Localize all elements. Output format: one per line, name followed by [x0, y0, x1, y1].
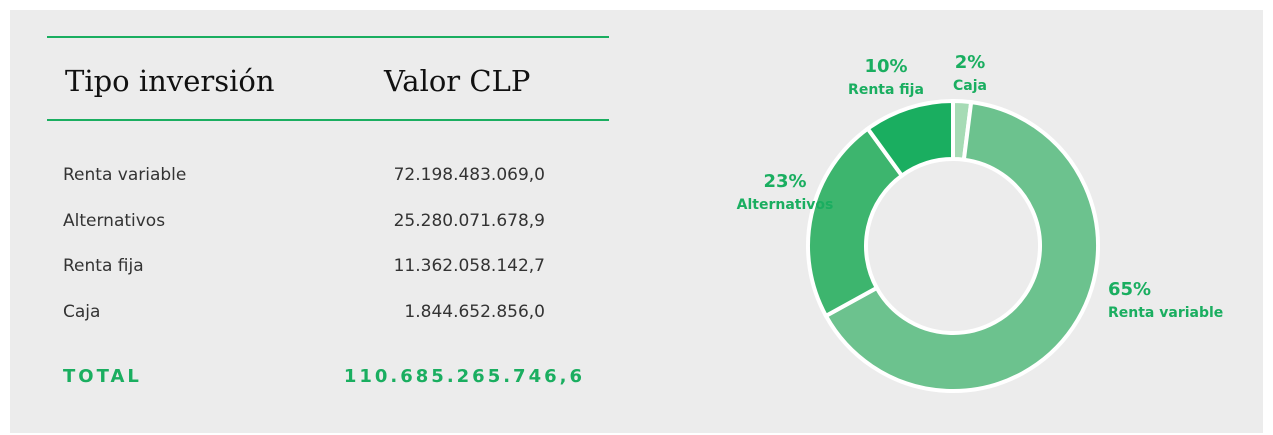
category-label: Renta fija	[848, 82, 924, 98]
donut-segment	[864, 98, 955, 179]
row-label: Renta variable	[63, 165, 187, 185]
category-label: Caja	[953, 78, 987, 94]
value-label: 65%	[1108, 279, 1151, 300]
total-label: TOTAL	[63, 366, 142, 387]
header-cell: Tipo inversión	[65, 64, 275, 98]
row-value: 72.198.483.069,0	[393, 165, 545, 185]
row-label: Alternativos	[63, 210, 166, 231]
rule	[47, 119, 609, 121]
value-label: 10%	[864, 56, 907, 77]
row-value: 1.844.652.856,0	[404, 301, 545, 322]
row-label: Caja	[63, 301, 101, 322]
category-label: Renta variable	[1108, 305, 1223, 321]
row-label: Renta fija	[63, 256, 144, 276]
rule	[47, 36, 609, 38]
row-value: 25.280.071.678,9	[393, 210, 545, 231]
row-value: 11.362.058.142,7	[393, 256, 545, 276]
value-label: 2%	[955, 52, 986, 73]
category-label: Alternativos	[737, 197, 834, 213]
total-value: 110.685.265.746,6	[343, 366, 585, 387]
value-label: 23%	[763, 171, 806, 192]
header-cell: Valor CLP	[384, 64, 531, 98]
donut-segment	[823, 99, 1100, 393]
